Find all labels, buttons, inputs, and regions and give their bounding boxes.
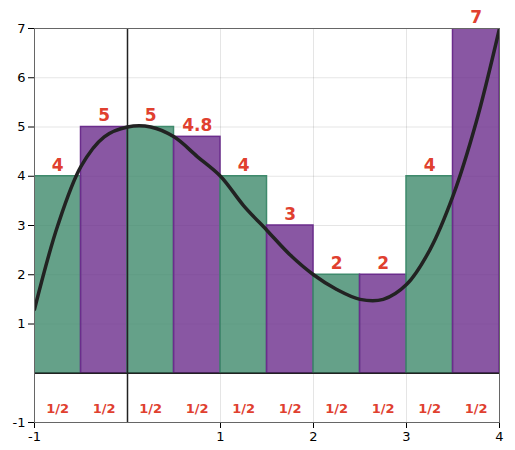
svg-text:3: 3	[402, 429, 410, 444]
svg-text:4: 4	[238, 155, 250, 175]
svg-text:1/2: 1/2	[325, 401, 348, 416]
svg-text:1/2: 1/2	[418, 401, 441, 416]
svg-text:4: 4	[17, 168, 25, 183]
svg-text:-1: -1	[28, 429, 41, 444]
svg-text:1/2: 1/2	[186, 401, 209, 416]
svg-text:2: 2	[309, 429, 317, 444]
svg-text:1: 1	[216, 429, 224, 444]
svg-text:3: 3	[17, 218, 25, 233]
svg-text:4.8: 4.8	[182, 115, 212, 135]
svg-text:5: 5	[98, 105, 110, 125]
svg-text:7: 7	[17, 21, 25, 36]
svg-text:1: 1	[17, 316, 25, 331]
svg-text:-1: -1	[13, 415, 26, 430]
svg-text:2: 2	[377, 253, 389, 273]
svg-text:1/2: 1/2	[93, 401, 116, 416]
svg-text:5: 5	[145, 105, 157, 125]
svg-text:3: 3	[284, 204, 296, 224]
svg-text:1/2: 1/2	[232, 401, 255, 416]
svg-text:1/2: 1/2	[372, 401, 395, 416]
svg-text:6: 6	[17, 70, 25, 85]
svg-text:2: 2	[331, 253, 343, 273]
svg-text:1/2: 1/2	[46, 401, 69, 416]
svg-text:1/2: 1/2	[139, 401, 162, 416]
svg-text:5: 5	[17, 119, 25, 134]
svg-text:4: 4	[495, 429, 503, 444]
svg-text:4: 4	[424, 155, 436, 175]
svg-text:1/2: 1/2	[465, 401, 488, 416]
svg-text:2: 2	[17, 267, 25, 282]
svg-text:7: 7	[470, 7, 482, 27]
svg-text:4: 4	[52, 155, 64, 175]
svg-text:1/2: 1/2	[279, 401, 302, 416]
